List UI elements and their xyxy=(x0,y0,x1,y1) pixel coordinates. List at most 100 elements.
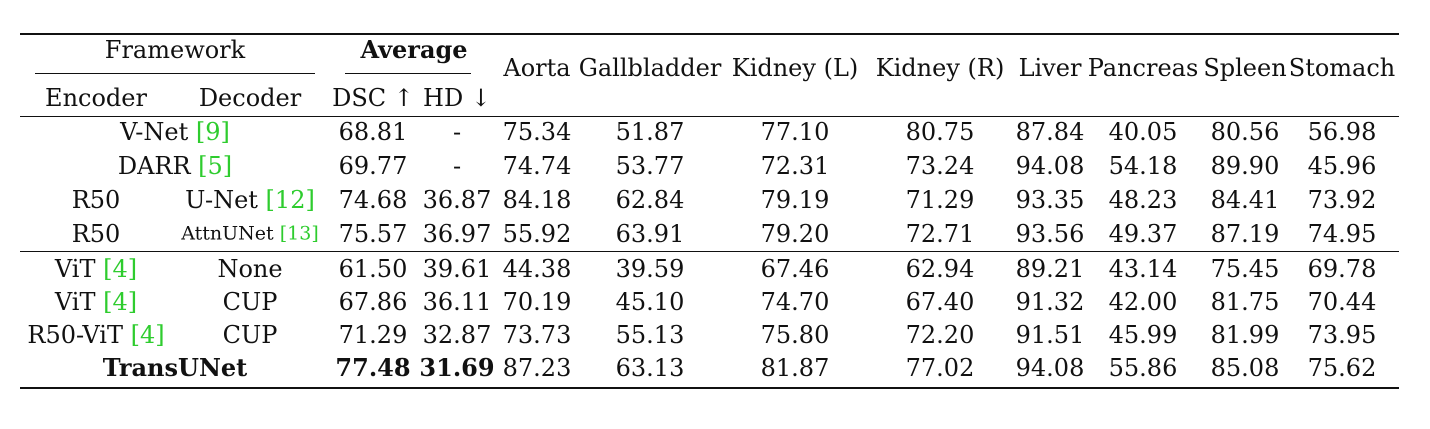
organ-score: 87.19 xyxy=(1210,220,1280,248)
organ-score: 75.80 xyxy=(760,321,830,349)
organ-score: 62.94 xyxy=(905,255,975,283)
organ-score: 55.92 xyxy=(502,220,572,248)
organ-score: 74.70 xyxy=(760,288,830,316)
hd-value: 36.11 xyxy=(422,288,492,316)
organ-score: 94.08 xyxy=(1015,152,1085,180)
organ-score: 44.38 xyxy=(502,255,572,283)
citation-link[interactable]: [4] xyxy=(95,255,138,283)
organ-score: 67.46 xyxy=(760,255,830,283)
organ-score: 87.23 xyxy=(502,354,572,382)
organ-score: 42.00 xyxy=(1108,288,1178,316)
organ-score: 87.84 xyxy=(1015,118,1085,146)
dsc-value: 71.29 xyxy=(338,321,408,349)
group-rule xyxy=(20,251,1399,252)
method-name-label: DARR xyxy=(117,152,191,180)
organ-score: 51.87 xyxy=(615,118,685,146)
organ-score: 72.31 xyxy=(760,152,830,180)
header-hd: HD ↓ xyxy=(423,84,491,112)
method-name-label: V-Net xyxy=(120,118,189,146)
organ-score: 91.51 xyxy=(1015,321,1085,349)
organ-score: 49.37 xyxy=(1108,220,1178,248)
dsc-value: 77.48 xyxy=(335,353,411,382)
header-framework: Framework xyxy=(104,36,246,64)
organ-score: 81.87 xyxy=(760,354,830,382)
organ-score: 74.74 xyxy=(502,152,572,180)
organ-score: 73.73 xyxy=(502,321,572,349)
organ-score: 94.08 xyxy=(1015,354,1085,382)
header-average: Average xyxy=(360,35,468,64)
organ-score: 69.78 xyxy=(1307,255,1377,283)
organ-score: 75.62 xyxy=(1307,354,1377,382)
organ-score: 45.99 xyxy=(1108,321,1178,349)
encoder-name: ViT [4] xyxy=(55,290,137,314)
decoder-name: CUP xyxy=(223,290,278,314)
organ-score: 75.45 xyxy=(1210,255,1280,283)
bottom-rule xyxy=(20,387,1399,389)
organ-score: 89.21 xyxy=(1015,255,1085,283)
decoder-name: CUP xyxy=(223,323,278,347)
citation-link[interactable]: [13] xyxy=(273,222,319,245)
organ-score: 54.18 xyxy=(1108,152,1178,180)
encoder-name: ViT [4] xyxy=(55,257,137,281)
citation-link[interactable]: [4] xyxy=(95,288,138,316)
dsc-value: 75.57 xyxy=(338,220,408,248)
decoder-name: U-Net [12] xyxy=(185,188,315,212)
hd-value: - xyxy=(452,152,462,180)
decoder-name: AttnUNet [13] xyxy=(181,222,319,245)
method-name-label: TransUNet xyxy=(102,353,248,382)
encoder-name: R50 xyxy=(72,222,121,246)
organ-score: 80.56 xyxy=(1210,118,1280,146)
header-organ: Liver xyxy=(1018,54,1082,82)
dsc-value: 74.68 xyxy=(338,186,408,214)
organ-score: 70.19 xyxy=(502,288,572,316)
organ-score: 71.29 xyxy=(905,186,975,214)
organ-score: 63.91 xyxy=(615,220,685,248)
encoder-name-label: R50 xyxy=(71,220,121,248)
organ-score: 73.24 xyxy=(905,152,975,180)
organ-score: 70.44 xyxy=(1307,288,1377,316)
header-organ: Gallbladder xyxy=(578,54,722,82)
top-rule xyxy=(20,33,1399,35)
hd-value: 31.69 xyxy=(419,353,495,382)
citation-link[interactable]: [5] xyxy=(190,152,233,180)
header-organ: Kidney (L) xyxy=(731,54,859,82)
organ-score: 63.13 xyxy=(615,354,685,382)
encoder-name: R50-ViT [4] xyxy=(27,323,164,347)
encoder-name: R50 xyxy=(72,188,121,212)
organ-score: 56.98 xyxy=(1307,118,1377,146)
organ-score: 93.35 xyxy=(1015,186,1085,214)
organ-score: 67.40 xyxy=(905,288,975,316)
hd-value: 36.97 xyxy=(422,220,492,248)
organ-score: 84.18 xyxy=(502,186,572,214)
organ-score: 53.77 xyxy=(615,152,685,180)
decoder-name-label: None xyxy=(217,255,283,283)
citation-link[interactable]: [4] xyxy=(122,321,165,349)
hd-value: 32.87 xyxy=(422,321,492,349)
dsc-value: 68.81 xyxy=(338,118,408,146)
organ-score: 73.95 xyxy=(1307,321,1377,349)
framework-underline xyxy=(35,73,315,74)
header-dsc: DSC ↑ xyxy=(332,84,414,112)
citation-link[interactable]: [9] xyxy=(188,118,230,146)
encoder-name-label: ViT xyxy=(54,288,96,316)
organ-score: 40.05 xyxy=(1108,118,1178,146)
organ-score: 43.14 xyxy=(1108,255,1178,283)
encoder-name-label: ViT xyxy=(54,255,96,283)
average-underline xyxy=(345,73,471,74)
hd-value: 36.87 xyxy=(422,186,492,214)
method-name: DARR [5] xyxy=(118,154,232,178)
organ-score: 48.23 xyxy=(1108,186,1178,214)
encoder-name-label: R50 xyxy=(71,186,121,214)
header-organ: Kidney (R) xyxy=(875,54,1005,82)
organ-score: 45.10 xyxy=(615,288,685,316)
decoder-name: None xyxy=(217,257,282,281)
organ-score: 89.90 xyxy=(1210,152,1280,180)
dsc-value: 69.77 xyxy=(338,152,408,180)
organ-score: 81.75 xyxy=(1210,288,1280,316)
decoder-name-label: AttnUNet xyxy=(181,222,274,245)
decoder-name-label: CUP xyxy=(222,321,278,349)
organ-score: 80.75 xyxy=(905,118,975,146)
organ-score: 45.96 xyxy=(1307,152,1377,180)
organ-score: 79.19 xyxy=(760,186,830,214)
citation-link[interactable]: [12] xyxy=(257,186,315,214)
